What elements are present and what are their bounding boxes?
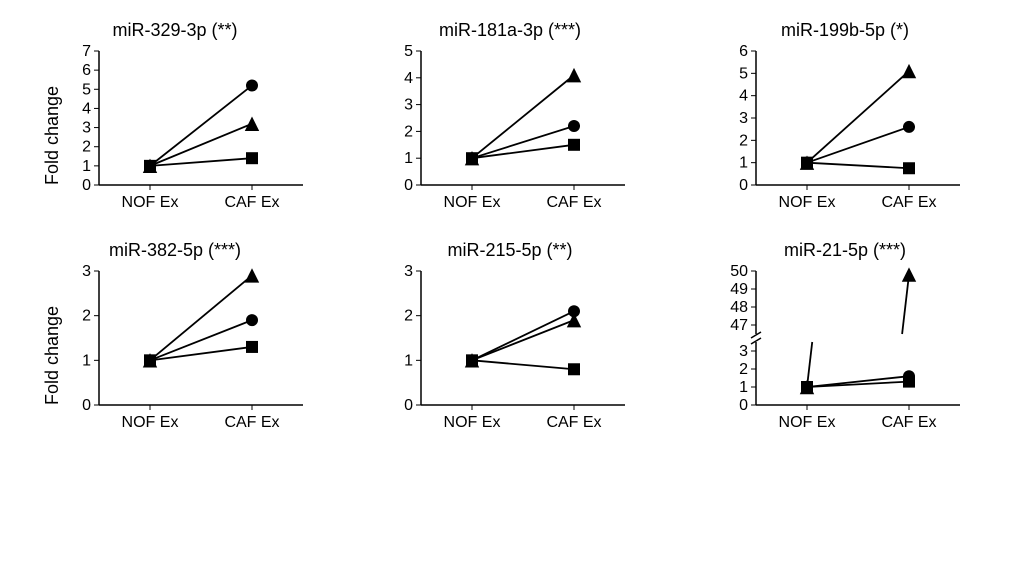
chart-body: 0 1 2 3 4 5 6 NOF Ex CAF Ex (720, 45, 970, 225)
chart-plot-area: 0 1 2 3 NOF Ex CAF Ex (63, 265, 313, 445)
svg-text:49: 49 (730, 281, 748, 298)
svg-text:0: 0 (404, 177, 413, 194)
chart-title: miR-199b-5p (*) (781, 20, 909, 41)
chart-body: 0123 47484950 NOF Ex CAF Ex (720, 265, 970, 445)
chart-body: 0 1 2 3 NOF Ex CAF Ex (385, 265, 635, 445)
chart-title: miR-181a-3p (***) (439, 20, 581, 41)
svg-text:0: 0 (739, 177, 748, 194)
svg-text:0: 0 (739, 397, 748, 414)
svg-text:4: 4 (739, 88, 748, 105)
svg-text:3: 3 (82, 120, 91, 137)
svg-text:50: 50 (730, 265, 748, 280)
chart-plot-area: 0 1 2 3 4 5 NOF Ex CAF Ex (385, 45, 635, 225)
y-axis-label: Fold change (38, 45, 63, 225)
chart-plot-area: 0 1 2 3 4 5 6 7 NOF Ex CAF Ex (63, 45, 313, 225)
chart-plot-area: 0 1 2 3 NOF Ex CAF Ex (385, 265, 635, 445)
svg-text:1: 1 (739, 379, 748, 396)
svg-text:CAF Ex: CAF Ex (546, 414, 601, 431)
chart-grid: miR-329-3p (**)Fold change01234567NOF Ex… (20, 20, 1000, 445)
svg-text:2: 2 (404, 308, 413, 325)
chart-body: Fold change 0 1 2 3 4 5 6 7 NOF Ex CAF Ex (38, 45, 313, 225)
svg-text:5: 5 (739, 65, 748, 82)
svg-text:NOF Ex: NOF Ex (444, 414, 501, 431)
svg-text:5: 5 (82, 81, 91, 98)
svg-text:NOF Ex: NOF Ex (444, 194, 501, 211)
chart-panel: miR-215-5p (**) 0 1 2 3 NOF Ex CAF Ex (355, 240, 665, 445)
svg-text:4: 4 (82, 100, 91, 117)
svg-text:4: 4 (404, 70, 413, 87)
svg-text:CAF Ex: CAF Ex (546, 194, 601, 211)
svg-text:CAF Ex: CAF Ex (881, 414, 936, 431)
svg-text:3: 3 (404, 97, 413, 114)
chart-panel: miR-329-3p (**) Fold change 0 1 2 3 4 5 6 7 NOF Ex… (20, 20, 330, 225)
svg-text:48: 48 (730, 299, 748, 316)
svg-text:3: 3 (739, 110, 748, 127)
y-axis-label: Fold change (38, 265, 63, 445)
chart-plot-area: 0123 47484950 NOF Ex CAF Ex (720, 265, 970, 445)
svg-text:6: 6 (82, 62, 91, 79)
svg-text:2: 2 (739, 361, 748, 378)
svg-text:1: 1 (82, 158, 91, 175)
svg-text:5: 5 (404, 45, 413, 60)
svg-text:2: 2 (739, 132, 748, 149)
chart-title: miR-329-3p (**) (112, 20, 237, 41)
svg-text:3: 3 (404, 265, 413, 280)
svg-text:0: 0 (404, 397, 413, 414)
chart-body: Fold change 0 1 2 3 NOF Ex CAF Ex (38, 265, 313, 445)
svg-text:1: 1 (739, 155, 748, 172)
chart-body: 0 1 2 3 4 5 NOF Ex CAF Ex (385, 45, 635, 225)
svg-text:2: 2 (82, 308, 91, 325)
chart-panel: miR-181a-3p (***) 0 1 2 3 4 5 NOF Ex CAF Ex (355, 20, 665, 225)
svg-text:3: 3 (739, 343, 748, 360)
svg-text:NOF Ex: NOF Ex (121, 194, 178, 211)
svg-text:CAF Ex: CAF Ex (224, 194, 279, 211)
chart-panel: miR-199b-5p (*) 0 1 2 3 4 5 6 NOF Ex CAF Ex (690, 20, 1000, 225)
svg-text:6: 6 (739, 45, 748, 60)
chart-title: miR-215-5p (**) (447, 240, 572, 261)
svg-text:NOF Ex: NOF Ex (779, 414, 836, 431)
svg-text:2: 2 (404, 123, 413, 140)
svg-text:7: 7 (82, 45, 91, 60)
chart-plot-area: 0 1 2 3 4 5 6 NOF Ex CAF Ex (720, 45, 970, 225)
svg-text:1: 1 (404, 352, 413, 369)
svg-text:1: 1 (404, 150, 413, 167)
svg-text:47: 47 (730, 317, 748, 334)
chart-panel: miR-21-5p (***) 0123 47484950 NOF Ex CAF Ex (690, 240, 1000, 445)
svg-text:NOF Ex: NOF Ex (779, 194, 836, 211)
svg-text:3: 3 (82, 265, 91, 280)
svg-text:NOF Ex: NOF Ex (121, 414, 178, 431)
svg-text:0: 0 (82, 177, 91, 194)
chart-title: miR-21-5p (***) (784, 240, 906, 261)
chart-panel: miR-382-5p (***) Fold change 0 1 2 3 NOF Ex CAF… (20, 240, 330, 445)
svg-text:CAF Ex: CAF Ex (881, 194, 936, 211)
svg-text:1: 1 (82, 352, 91, 369)
svg-text:CAF Ex: CAF Ex (224, 414, 279, 431)
svg-text:2: 2 (82, 139, 91, 156)
svg-text:0: 0 (82, 397, 91, 414)
chart-title: miR-382-5p (***) (109, 240, 241, 261)
